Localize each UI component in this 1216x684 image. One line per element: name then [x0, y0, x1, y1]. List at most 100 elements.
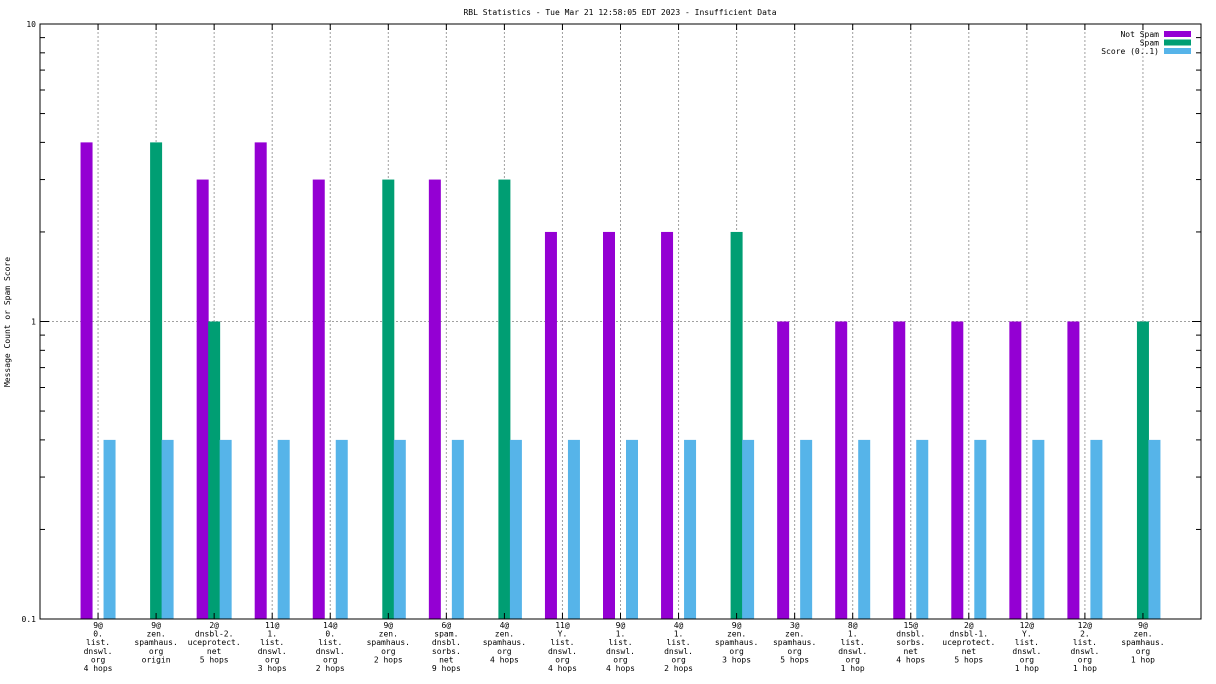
x-tick-label-line: 5 hops [200, 655, 229, 664]
x-tick-label-line: org [1078, 655, 1093, 664]
bar-score [161, 439, 174, 619]
x-tick-label-line: list. [86, 638, 110, 647]
x-tick-label: 9@ zen. spamhaus. org origin [134, 621, 177, 664]
bar-not-spam [544, 231, 557, 619]
x-tick-label: 9@ 1. list. dnswl. org 4 hops [606, 621, 635, 673]
x-tick-label-line: 4 hops [606, 664, 635, 673]
x-tick-label-line: 2. [1080, 630, 1090, 639]
x-tick-label-line: org [1136, 647, 1151, 656]
x-tick-label: 11@ 1. list. dnswl. org 3 hops [258, 621, 287, 673]
bar-score [684, 439, 697, 619]
x-tick-label-line: dnsbl-1. [950, 630, 989, 639]
x-tick-label-line: dnsbl-2. [195, 630, 234, 639]
x-tick-label-line: dnswl. [838, 647, 867, 656]
x-tick-label-line: list. [1015, 638, 1039, 647]
x-tick-label-line: 4 hops [548, 664, 577, 673]
x-tick-label-line: dnswl. [664, 647, 693, 656]
x-tick-label-line: net [962, 647, 977, 656]
x-tick-label-line: 1. [616, 630, 626, 639]
x-tick-label-line: 0. [93, 630, 103, 639]
x-tick-label-line: 4@ [500, 621, 510, 630]
x-tick-label-line: 4@ [674, 621, 684, 630]
y-tick-label: 1 [31, 318, 36, 327]
x-tick-label-line: list. [1073, 638, 1097, 647]
x-tick-label-line: list. [841, 638, 865, 647]
x-tick-label: 15@ dnsbl. sorbs. net 4 hops [896, 621, 925, 664]
x-tick-label-line: 1 hop [841, 664, 865, 673]
x-tick-label-line: org [91, 655, 106, 664]
bar-score [219, 439, 232, 619]
x-tick-label-line: Y. [558, 630, 568, 639]
x-tick-label-line: net [904, 647, 919, 656]
bar-spam [150, 142, 163, 619]
x-tick-label-line: 4 hops [84, 664, 113, 673]
x-tick-label: 12@ Y. list. dnswl. org 1 hop [1012, 621, 1041, 673]
x-tick-label-line: dnswl. [316, 647, 345, 656]
x-tick-label-line: dnswl. [548, 647, 577, 656]
legend-label: Not Spam [1120, 30, 1159, 39]
bar-score [800, 439, 813, 619]
x-tick-label-line: 9@ [616, 621, 626, 630]
x-tick-label-line: 9@ [93, 621, 103, 630]
bar-not-spam [835, 321, 848, 619]
x-tick-label-line: 2@ [964, 621, 974, 630]
x-tick-label-line: 1 hop [1073, 664, 1097, 673]
x-tick-label-line: uceprotect. [942, 638, 995, 647]
x-tick-label-line: sorbs. [432, 647, 461, 656]
bar-not-spam [1009, 321, 1022, 619]
bar-score [277, 439, 290, 619]
x-tick-label-line: zen. [1133, 630, 1152, 639]
x-tick-label-line: org [323, 655, 338, 664]
bar-not-spam [254, 142, 267, 619]
x-tick-label: 6@ spam. dnsbl. sorbs. net 9 hops [432, 621, 461, 673]
x-tick-label-line: spamhaus. [134, 638, 177, 647]
x-tick-label-line: zen. [146, 630, 165, 639]
x-tick-label-line: 11@ [555, 621, 570, 630]
x-tick-label: 12@ 2. list. dnswl. org 1 hop [1070, 621, 1099, 673]
x-tick-label-line: origin [142, 655, 171, 664]
x-tick-label-line: 9 hops [432, 664, 461, 673]
x-tick-label-line: dnswl. [258, 647, 287, 656]
x-tick-label-line: dnswl. [84, 647, 113, 656]
bars-group [80, 142, 1161, 619]
bar-score [103, 439, 116, 619]
x-tick-label-line: dnswl. [606, 647, 635, 656]
x-tick-label-line: uceprotect. [188, 638, 241, 647]
x-tick-label-line: spamhaus. [367, 638, 410, 647]
x-tick-label: 4@ 1. list. dnswl. org 2 hops [664, 621, 693, 673]
bar-score [742, 439, 755, 619]
bar-score [335, 439, 348, 619]
x-tick-label-line: org [555, 655, 570, 664]
bar-score [509, 439, 522, 619]
x-tick-label-line: 14@ [323, 621, 338, 630]
x-tick-label: 4@ zen. spamhaus. org 4 hops [483, 621, 526, 664]
x-tick-label-line: 9@ [1138, 621, 1148, 630]
x-tick-label-line: list. [260, 638, 284, 647]
bar-spam [208, 321, 221, 619]
bar-not-spam [951, 321, 964, 619]
x-tick-label-line: 2 hops [664, 664, 693, 673]
x-tick-label-line: 0. [325, 630, 335, 639]
y-axis-label: Message Count or Spam Score [3, 257, 12, 387]
x-tick-label: 9@ zen. spamhaus. org 3 hops [715, 621, 758, 664]
bar-not-spam [196, 179, 209, 619]
x-tick-label-line: 1 hop [1131, 655, 1155, 664]
x-tick-label: 14@ 0. list. dnswl. org 2 hops [316, 621, 345, 673]
bar-score [1148, 439, 1161, 619]
x-tick-label-line: spam. [434, 630, 458, 639]
bar-spam [730, 231, 743, 619]
x-tick-label-line: list. [667, 638, 691, 647]
bar-score [1090, 439, 1103, 619]
bar-not-spam [893, 321, 906, 619]
x-tick-label: 9@ 0. list. dnswl. org 4 hops [84, 621, 113, 673]
x-tick-label: 2@ dnsbl-2. uceprotect. net 5 hops [188, 621, 241, 664]
x-tick-label-line: zen. [727, 630, 746, 639]
bar-not-spam [80, 142, 93, 619]
x-tick-label-line: 1. [848, 630, 858, 639]
x-tick-label-line: net [439, 655, 454, 664]
x-tick-label-line: org [497, 647, 512, 656]
bar-score [451, 439, 464, 619]
